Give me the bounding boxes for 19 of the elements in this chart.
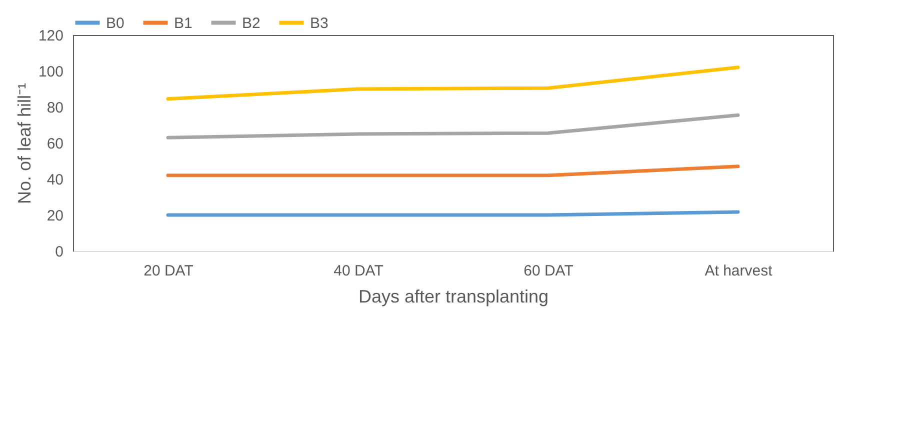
legend-label: B3 xyxy=(310,14,328,32)
y-axis-title: No. of leaf hill⁻¹ xyxy=(14,82,34,204)
legend-label: B2 xyxy=(242,14,260,32)
legend-label: B1 xyxy=(174,14,192,32)
line-series xyxy=(166,66,740,101)
x-tick-label: At harvest xyxy=(704,262,774,280)
y-tick-label: 80 xyxy=(46,100,64,116)
y-tick-label: 0 xyxy=(55,244,64,260)
y-tick-label: 40 xyxy=(46,172,64,188)
x-tick-label: 40 DAT xyxy=(334,262,384,280)
y-tick-label: 20 xyxy=(46,208,64,224)
line-series xyxy=(166,113,740,140)
y-tick-label: 120 xyxy=(38,28,64,44)
y-tick-label: 100 xyxy=(38,64,64,80)
x-tick-label: 20 DAT xyxy=(144,262,194,280)
x-axis-title: Days after transplanting xyxy=(358,286,549,306)
legend-label: B0 xyxy=(106,14,124,32)
y-tick-label: 60 xyxy=(46,136,64,152)
x-tick-label: 60 DAT xyxy=(524,262,574,280)
